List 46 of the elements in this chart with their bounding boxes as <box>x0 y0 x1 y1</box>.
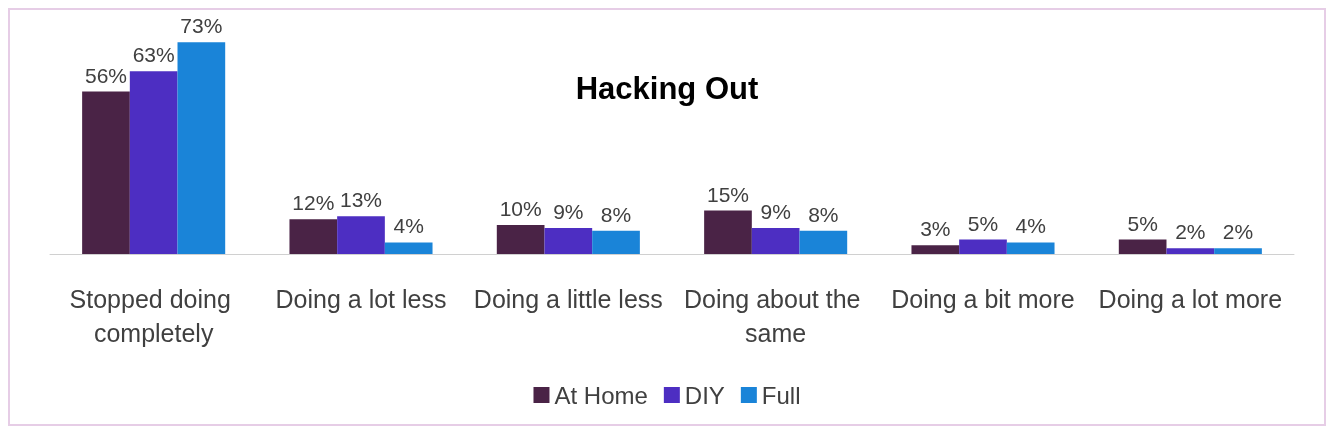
x-tick-label: Doing a lot less <box>275 285 447 313</box>
bar <box>704 210 752 254</box>
x-tick-label: Doing a little less <box>473 285 663 313</box>
data-label: 5% <box>1127 211 1158 235</box>
data-label: 12% <box>292 191 335 215</box>
data-label: 15% <box>706 182 749 206</box>
x-tick-label: Doing about the same <box>683 285 868 347</box>
data-label: 73% <box>180 14 223 38</box>
data-label: 56% <box>84 63 127 87</box>
bar <box>544 227 593 254</box>
bar <box>911 245 960 254</box>
data-label: 3% <box>920 217 951 241</box>
data-label: 9% <box>553 199 584 223</box>
x-tick-label: Doing a bit more <box>891 285 1075 313</box>
bar <box>959 239 1007 254</box>
text: Hacking Out <box>575 71 759 106</box>
bar <box>384 242 433 254</box>
data-label: 8% <box>808 202 839 226</box>
legend-label: DIY <box>684 381 725 409</box>
bar <box>799 230 848 254</box>
data-label: 9% <box>760 199 791 223</box>
bar <box>177 42 226 254</box>
bar <box>496 225 545 254</box>
data-label: 2% <box>1175 220 1206 244</box>
bar <box>1166 248 1215 254</box>
data-label: 10% <box>499 197 542 220</box>
bar <box>82 91 130 254</box>
data-label: 5% <box>967 211 999 235</box>
bar <box>1006 242 1055 254</box>
x-tick-label: Doing a lot more <box>1098 285 1283 313</box>
x-tick-label: Stopped doing completely <box>69 285 238 347</box>
legend-label: At Home <box>554 381 648 409</box>
data-label: 13% <box>339 188 383 212</box>
bar <box>129 71 178 254</box>
bar <box>1118 239 1167 254</box>
bar <box>289 219 338 254</box>
data-label: 4% <box>1015 214 1046 238</box>
bar <box>1214 248 1262 254</box>
legend-label: Full <box>761 381 801 409</box>
data-label: 2% <box>1222 220 1254 244</box>
data-label: 8% <box>600 202 632 226</box>
bar <box>337 216 385 254</box>
data-label: 4% <box>393 214 424 238</box>
bar <box>592 230 640 254</box>
bar <box>751 227 800 254</box>
data-label: 63% <box>132 43 175 67</box>
